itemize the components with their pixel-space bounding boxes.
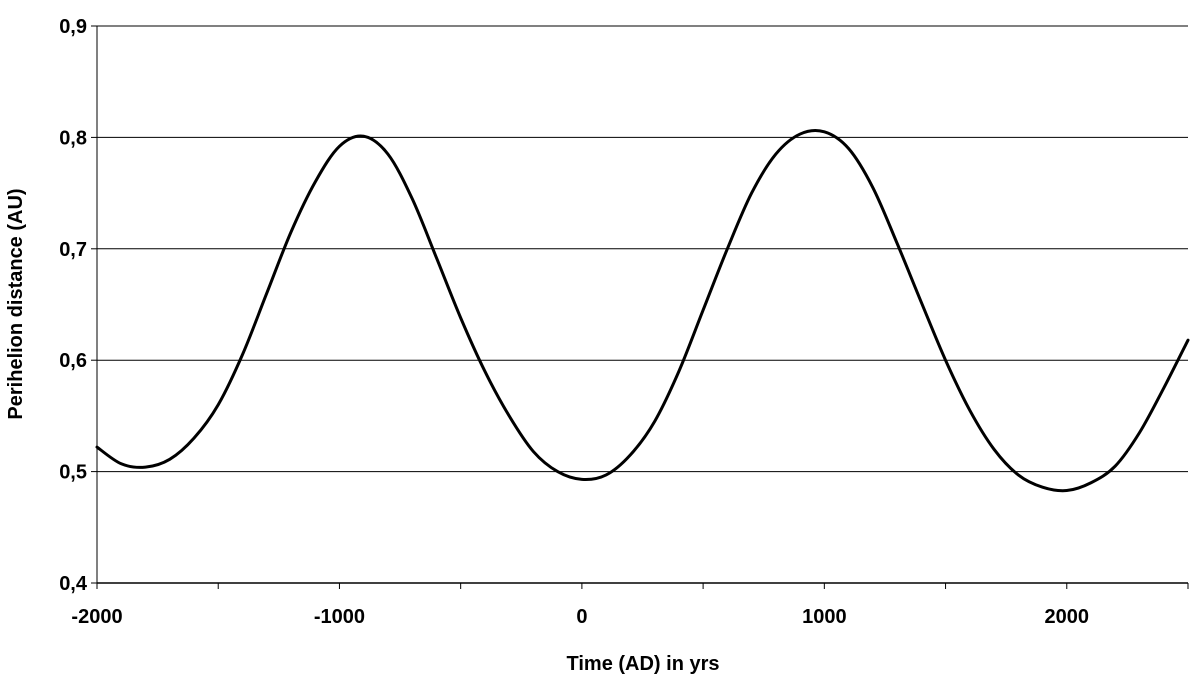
plot-area xyxy=(95,128,1190,493)
y-tick-label: 0,5 xyxy=(59,462,87,484)
y-axis-title: Perihelion distance (AU) xyxy=(5,188,27,419)
series-line-0 xyxy=(95,128,1190,493)
x-tick-label: -2000 xyxy=(71,606,122,628)
x-tick-label: 1000 xyxy=(802,606,847,628)
y-tick-label: 0,6 xyxy=(59,350,87,372)
x-axis-title: Time (AD) in yrs xyxy=(567,653,720,675)
x-tick-label: -1000 xyxy=(314,606,365,628)
x-tick-label: 2000 xyxy=(1045,606,1090,628)
y-tick-label: 0,8 xyxy=(59,127,87,149)
axes xyxy=(91,25,1189,589)
y-tick-label: 0,7 xyxy=(59,239,87,261)
tick-labels: 0,4 0,5 0,6 0,7 0,8 0,9 -2000 -1000 0 1000 2000 xyxy=(59,16,1089,628)
gridlines xyxy=(97,25,1188,473)
y-tick-label: 0,9 xyxy=(59,16,87,38)
x-tick-label: 0 xyxy=(576,606,587,628)
y-tick-label: 0,4 xyxy=(59,573,88,595)
